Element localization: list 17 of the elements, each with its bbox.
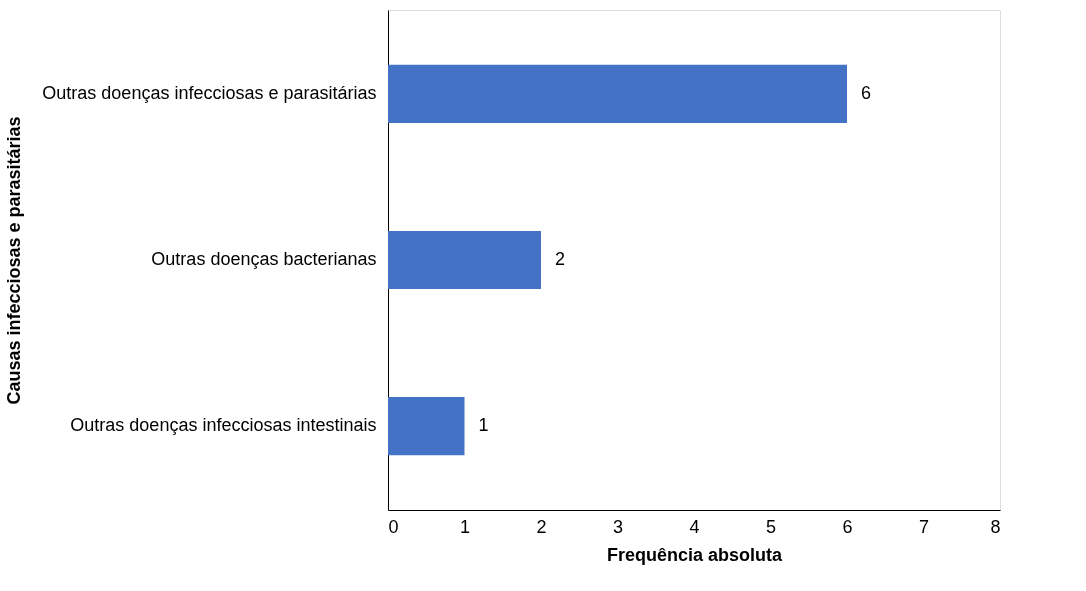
x-tick-label: 6 [842,516,853,537]
y-tick-label: Outras doenças infecciosas intestinais [70,415,377,436]
x-tick-label: 4 [689,516,700,537]
x-axis-title: Frequência absoluta [606,544,784,565]
data-label: 6 [861,82,872,103]
x-tick-label: 2 [536,516,547,537]
x-tick-label: 0 [388,516,399,537]
data-label: 2 [555,249,566,269]
x-tick-label: 5 [765,516,777,537]
y-tick-label: Outras doenças infecciosas e parasitárias [42,82,377,103]
x-tick-label: 1 [459,516,471,537]
x-tick-label: 8 [990,516,1001,537]
x-tick-label: 3 [612,516,624,537]
y-tick-label: Outras doenças bacterianas [151,249,377,269]
x-tick-label: 7 [918,516,930,537]
data-label: 1 [478,415,489,436]
y-axis-title: Causas infecciosas e parasitárias [3,116,24,405]
